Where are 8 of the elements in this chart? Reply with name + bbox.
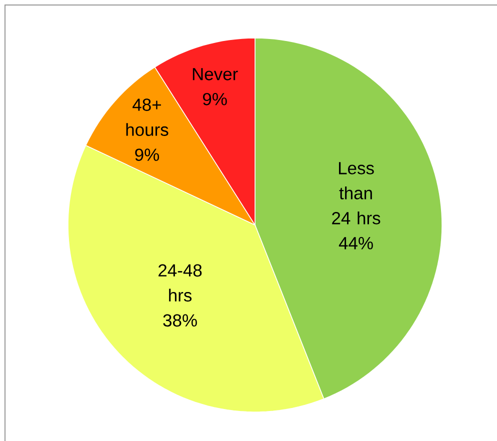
- data-label: 9%: [203, 92, 227, 106]
- data-label: 9%: [135, 148, 160, 161]
- slice-label: 48+ hours: [126, 98, 168, 136]
- data-label: 44%: [338, 237, 373, 250]
- slice-label: 24-48 hrs: [158, 264, 202, 302]
- data-label: 38%: [163, 314, 197, 327]
- slice-label: Never: [192, 68, 238, 80]
- slice-label: Less than 24 hrs: [332, 162, 380, 224]
